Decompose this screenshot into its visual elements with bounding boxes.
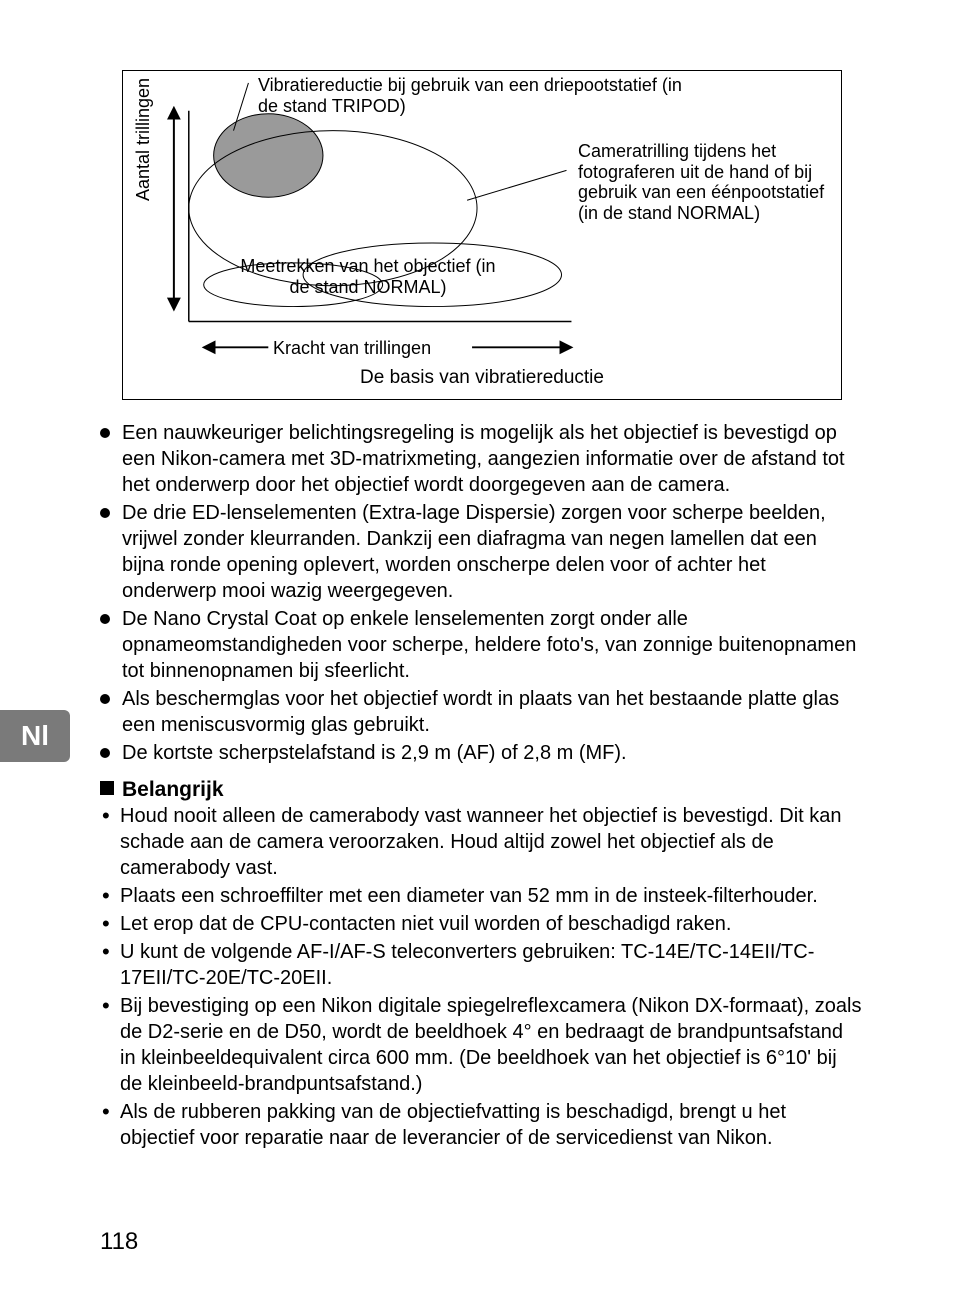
x-axis-label: Kracht van trillingen [273,338,431,359]
annotation-tripod: Vibratiereductie bij gebruik van een dri… [258,75,688,116]
important-heading: Belangrijk [100,776,864,803]
important-item: Let erop dat de CPU-contacten niet vuil … [102,911,864,937]
feature-bullets: Een nauwkeuriger belichtingsregeling is … [100,420,864,766]
y-axis-label: Aantal trillingen [133,78,154,201]
annotation-pan: Meetrekken van het objectief (in de stan… [233,256,503,297]
vibration-diagram: Aantal trillingen Vibratiereductie bij g… [122,70,842,400]
diagram-caption: De basis van vibratiereductie [123,367,841,389]
important-item: U kunt de volgende AF-I/AF-S teleconvert… [102,939,864,991]
body-text: Een nauwkeuriger belichtingsregeling is … [100,420,864,1151]
bullet-item: De drie ED-lenselementen (Extra-lage Dis… [100,500,864,604]
important-list: Houd nooit alleen de camerabody vast wan… [102,803,864,1151]
important-item: Houd nooit alleen de camerabody vast wan… [102,803,864,881]
important-item: Als de rubberen pakking van de objectief… [102,1099,864,1151]
page-content: Aantal trillingen Vibratiereductie bij g… [0,0,954,1311]
bullet-item: Als beschermglas voor het objectief word… [100,686,864,738]
bullet-item: De kortste scherpstelafstand is 2,9 m (A… [100,740,864,766]
ellipse-tripod [214,114,323,197]
important-item: Bij bevestiging op een Nikon digitale sp… [102,993,864,1097]
diagram-svg [123,71,841,399]
bullet-item: De Nano Crystal Coat op enkele lenseleme… [100,606,864,684]
annotation-normal: Cameratrilling tijdens het fotograferen … [578,141,838,224]
bullet-item: Een nauwkeuriger belichtingsregeling is … [100,420,864,498]
leader-right [467,170,566,200]
important-item: Plaats een schroeffilter met een diamete… [102,883,864,909]
page-number: 118 [100,1228,138,1256]
